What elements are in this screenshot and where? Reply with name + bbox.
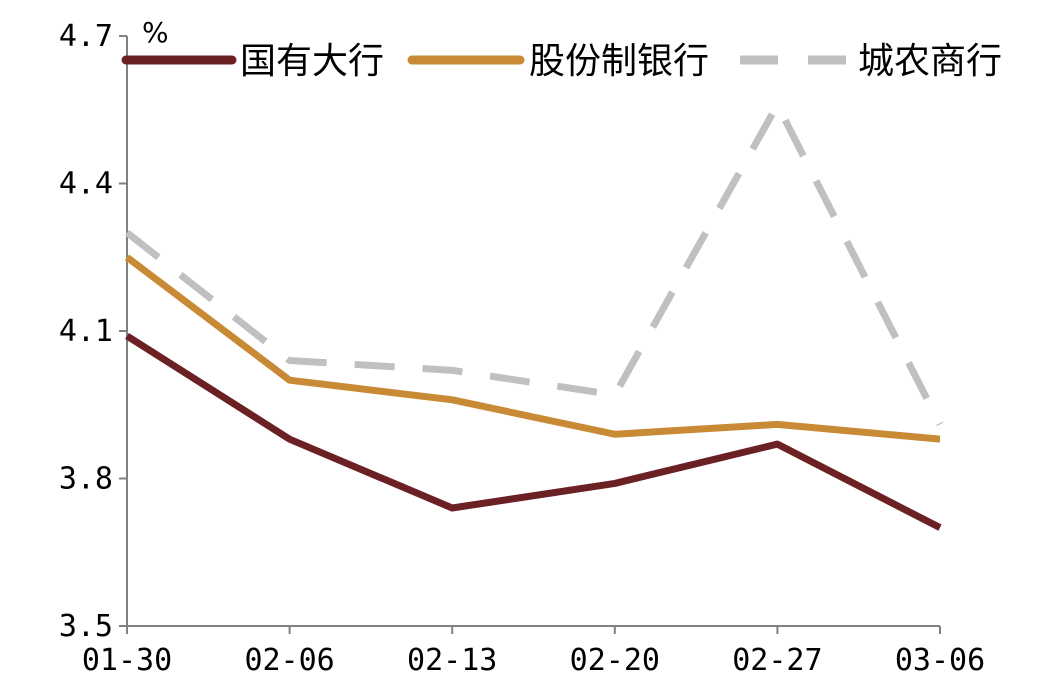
series-line-0 xyxy=(125,332,942,531)
y-tick-label: 3.5 xyxy=(59,609,113,644)
y-axis-ticks: 3.5 3.8 4.1 4.4 4.7 xyxy=(59,19,127,644)
y-axis-unit-label: % xyxy=(142,16,169,49)
y-tick-label: 4.1 xyxy=(59,314,113,349)
y-tick-label: 4.7 xyxy=(59,19,113,54)
x-tick-label: 02-06 xyxy=(244,643,334,678)
x-tick-label: 02-27 xyxy=(732,643,822,678)
series-line-2 xyxy=(124,101,944,427)
legend: 国有大行 股份制银行 城农商行 xyxy=(121,41,1002,82)
x-axis-ticks: 01-30 02-06 02-13 02-20 02-27 03-06 xyxy=(82,626,985,678)
legend-label-0: 国有大行 xyxy=(240,41,384,82)
x-tick-label: 02-20 xyxy=(570,643,660,678)
x-tick-label: 03-06 xyxy=(895,643,985,678)
legend-label-2: 城农商行 xyxy=(858,41,1002,82)
x-tick-label: 01-30 xyxy=(82,643,172,678)
legend-label-1: 股份制银行 xyxy=(529,41,709,82)
y-tick-label: 4.4 xyxy=(59,167,113,202)
y-tick-label: 3.8 xyxy=(59,462,113,497)
x-tick-label: 02-13 xyxy=(407,643,497,678)
series-lines xyxy=(124,101,944,531)
series-line-1 xyxy=(124,254,941,443)
